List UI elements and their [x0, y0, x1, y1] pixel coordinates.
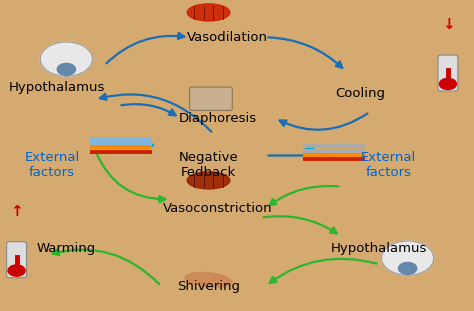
Circle shape: [399, 262, 417, 274]
Text: ↓: ↓: [442, 17, 454, 32]
Circle shape: [382, 241, 434, 275]
Text: Warming: Warming: [36, 242, 96, 255]
Text: Diaphoresis: Diaphoresis: [179, 112, 257, 125]
Text: External
factors: External factors: [25, 151, 80, 179]
Ellipse shape: [187, 4, 230, 21]
Text: Negative
Fedback: Negative Fedback: [179, 151, 238, 179]
Text: ↑: ↑: [10, 204, 23, 219]
FancyBboxPatch shape: [7, 242, 27, 278]
Circle shape: [57, 63, 75, 75]
Circle shape: [40, 42, 92, 76]
Text: Hypothalamus: Hypothalamus: [331, 242, 428, 255]
FancyBboxPatch shape: [438, 55, 458, 91]
Ellipse shape: [185, 272, 232, 287]
Text: Vasodilation: Vasodilation: [187, 31, 268, 44]
Text: Vasoconstriction: Vasoconstriction: [163, 202, 273, 215]
Text: Shivering: Shivering: [177, 280, 240, 293]
Text: External
factors: External factors: [361, 151, 416, 179]
Ellipse shape: [187, 172, 230, 189]
Text: Cooling: Cooling: [335, 87, 385, 100]
FancyBboxPatch shape: [190, 87, 232, 110]
Text: Hypothalamus: Hypothalamus: [9, 81, 105, 94]
Circle shape: [8, 265, 25, 276]
Circle shape: [439, 78, 456, 90]
